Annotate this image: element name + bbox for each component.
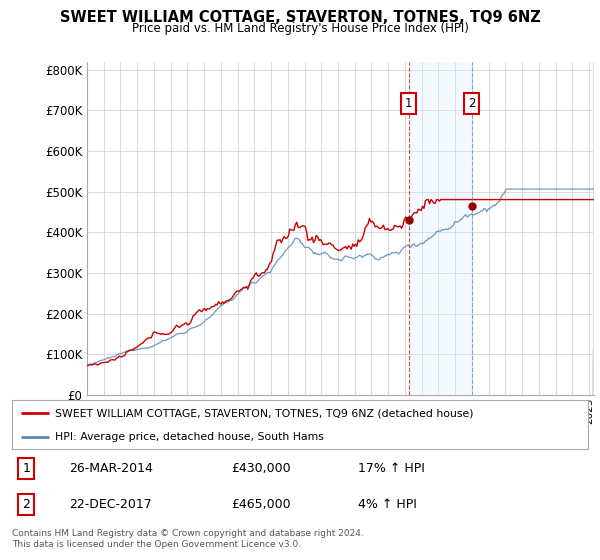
Bar [593,62,594,395]
Text: 4% ↑ HPI: 4% ↑ HPI [358,498,416,511]
Text: HPI: Average price, detached house, South Hams: HPI: Average price, detached house, Sout… [55,432,324,442]
Text: 22-DEC-2017: 22-DEC-2017 [70,498,152,511]
Text: 1: 1 [405,97,412,110]
Text: 26-MAR-2014: 26-MAR-2014 [70,462,154,475]
Text: £465,000: £465,000 [231,498,290,511]
Text: £430,000: £430,000 [231,462,290,475]
Text: Price paid vs. HM Land Registry's House Price Index (HPI): Price paid vs. HM Land Registry's House … [131,22,469,35]
Bar [409,62,472,395]
Text: Contains HM Land Registry data © Crown copyright and database right 2024.
This d: Contains HM Land Registry data © Crown c… [12,529,364,549]
Text: SWEET WILLIAM COTTAGE, STAVERTON, TOTNES, TQ9 6NZ (detached house): SWEET WILLIAM COTTAGE, STAVERTON, TOTNES… [55,408,474,418]
Text: 17% ↑ HPI: 17% ↑ HPI [358,462,424,475]
Text: 2: 2 [468,97,475,110]
Text: SWEET WILLIAM COTTAGE, STAVERTON, TOTNES, TQ9 6NZ: SWEET WILLIAM COTTAGE, STAVERTON, TOTNES… [59,10,541,25]
Text: 1: 1 [22,462,31,475]
Bar [593,62,594,395]
Text: 2: 2 [22,498,31,511]
